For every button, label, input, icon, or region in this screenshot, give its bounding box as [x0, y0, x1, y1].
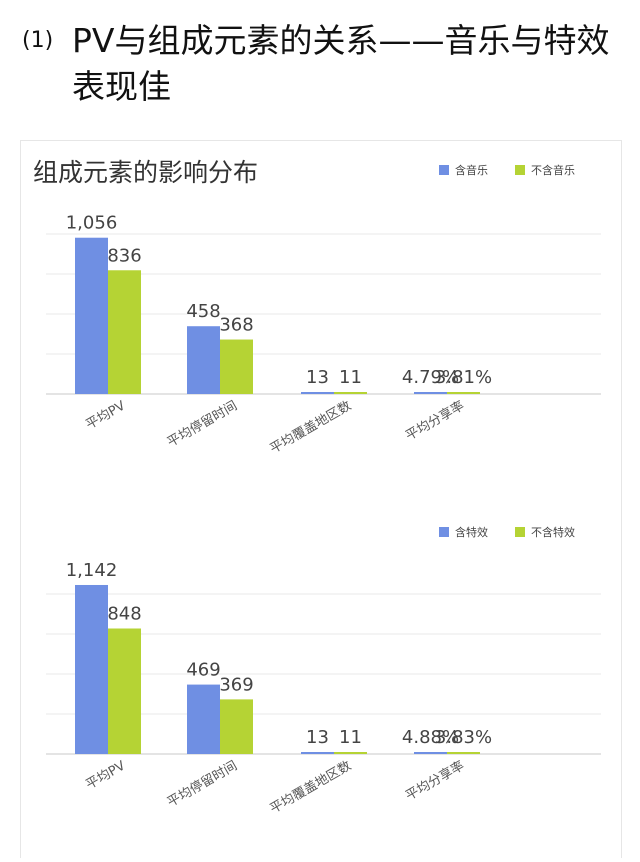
- bar: [220, 699, 253, 754]
- bar: [334, 392, 367, 394]
- legend-label: 不含特效: [531, 525, 575, 539]
- legend-swatch: [439, 165, 449, 175]
- legend-swatch: [515, 527, 525, 537]
- data-label: 11: [339, 367, 362, 388]
- bar: [75, 584, 108, 754]
- data-label: 13: [306, 367, 329, 388]
- data-label: 368: [219, 315, 253, 336]
- category-label: 平均停留时间: [164, 758, 240, 811]
- bar: [414, 392, 447, 394]
- category-label: 平均分享率: [403, 398, 467, 444]
- legend-label: 不含音乐: [531, 163, 575, 177]
- legend-swatch: [439, 527, 449, 537]
- chart-card: 组成元素的影响分布 含音乐 不含音乐 1,056 836 平均PV 458 368 平均停留时间…: [20, 140, 622, 858]
- bar: [447, 752, 480, 754]
- data-label: 3.83%: [435, 727, 492, 748]
- data-label: 13: [306, 727, 329, 748]
- bar: [301, 752, 334, 754]
- category-label: 平均PV: [83, 758, 128, 792]
- data-label: 4.79%: [402, 367, 459, 388]
- data-label: 4.88%: [402, 727, 459, 748]
- bar: [187, 684, 220, 754]
- bar: [301, 392, 334, 394]
- data-label: 848: [107, 603, 141, 624]
- legend-label: 含特效: [455, 525, 488, 539]
- data-label: 458: [186, 301, 220, 322]
- bar: [334, 752, 367, 754]
- bar: [108, 628, 141, 754]
- data-label: 369: [219, 674, 253, 695]
- data-label: 1,142: [66, 560, 118, 581]
- section-number: (1): [22, 28, 54, 53]
- bar: [414, 752, 447, 754]
- data-label: 1,056: [66, 213, 118, 234]
- bar: [75, 237, 108, 394]
- section-title: PV与组成元素的关系——音乐与特效表现佳: [72, 21, 610, 106]
- bar: [447, 392, 480, 394]
- category-label: 平均PV: [83, 398, 128, 432]
- data-label: 469: [186, 660, 220, 681]
- legend-label: 含音乐: [455, 163, 488, 177]
- bar: [220, 339, 253, 394]
- data-label: 836: [107, 245, 141, 266]
- category-label: 平均停留时间: [164, 398, 240, 451]
- data-label: 11: [339, 727, 362, 748]
- data-label: 3.81%: [435, 367, 492, 388]
- bar: [187, 326, 220, 394]
- bar: [108, 270, 141, 394]
- category-label: 平均覆盖地区数: [268, 758, 354, 816]
- category-label: 平均覆盖地区数: [268, 398, 354, 456]
- category-label: 平均分享率: [403, 758, 467, 804]
- legend-swatch: [515, 165, 525, 175]
- chart-title: 组成元素的影响分布: [33, 158, 258, 187]
